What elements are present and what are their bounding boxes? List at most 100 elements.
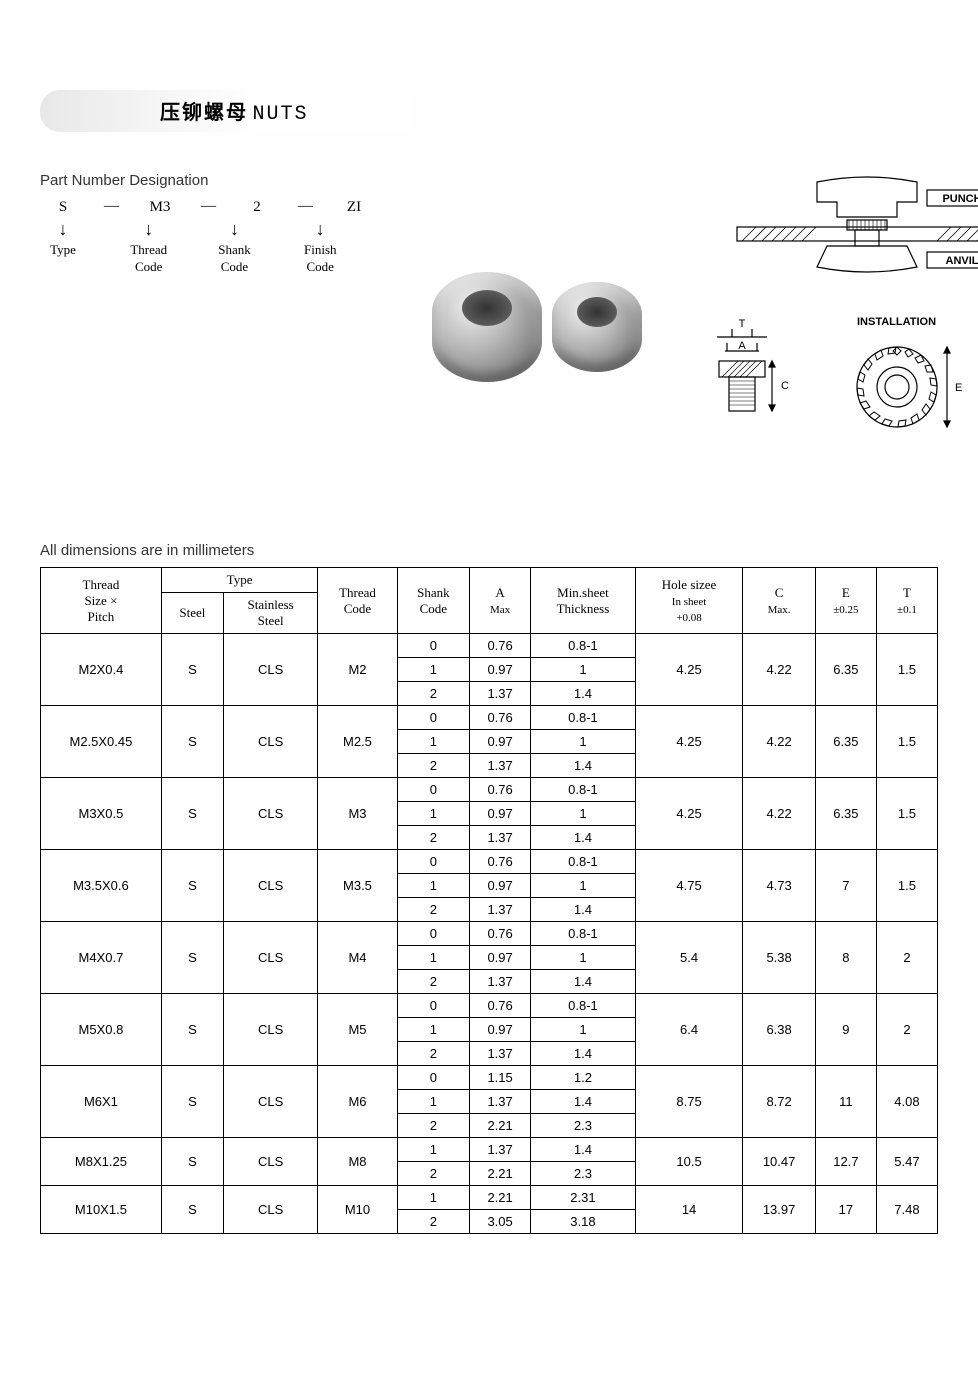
arrow-down-icon: ↓: [126, 220, 172, 238]
cell-shank: 1: [397, 730, 469, 754]
cell-a: 0.97: [470, 1018, 531, 1042]
cell-steel: S: [161, 922, 223, 994]
cell-minsheet: 1: [531, 1018, 636, 1042]
cell-steel: S: [161, 1186, 223, 1234]
cell-tcode: M5: [318, 994, 397, 1066]
cell-shank: 2: [397, 1114, 469, 1138]
pn-value: ZI: [331, 199, 377, 216]
cell-a: 0.76: [470, 706, 531, 730]
cell-minsheet: 1.4: [531, 1042, 636, 1066]
cell-shank: 1: [397, 1138, 469, 1162]
cell-a: 0.97: [470, 658, 531, 682]
cell-shank: 2: [397, 826, 469, 850]
cell-minsheet: 1.4: [531, 1138, 636, 1162]
cell-hole: 8.75: [635, 1066, 743, 1138]
cell-steel: S: [161, 1066, 223, 1138]
cell-e: 11: [815, 1066, 876, 1138]
cell-shank: 2: [397, 898, 469, 922]
cell-e: 12.7: [815, 1138, 876, 1186]
cell-steel: S: [161, 778, 223, 850]
cell-shank: 0: [397, 778, 469, 802]
cell-shank: 2: [397, 1210, 469, 1234]
cell-steel: S: [161, 850, 223, 922]
cell-steel: S: [161, 706, 223, 778]
pn-value: S: [40, 199, 86, 216]
cell-a: 1.37: [470, 1138, 531, 1162]
cell-shank: 0: [397, 994, 469, 1018]
cell-size: M3.5X0.6: [41, 850, 162, 922]
cell-e: 17: [815, 1186, 876, 1234]
cell-minsheet: 1: [531, 946, 636, 970]
cell-a: 1.37: [470, 1042, 531, 1066]
cell-hole: 4.25: [635, 634, 743, 706]
cell-minsheet: 1.2: [531, 1066, 636, 1090]
cell-minsheet: 1: [531, 802, 636, 826]
table-row: M2X0.4SCLSM200.760.8-14.254.226.351.5: [41, 634, 938, 658]
nut-render-large: [432, 272, 542, 382]
pn-dash: —: [201, 199, 216, 216]
cell-c: 4.22: [743, 706, 816, 778]
arrow-down-icon: ↓: [297, 220, 343, 238]
pn-label: Type: [40, 242, 86, 276]
arrow-down-icon: ↓: [212, 220, 258, 238]
cell-t: 7.48: [876, 1186, 937, 1234]
cell-shank: 0: [397, 634, 469, 658]
pn-dash: —: [298, 199, 313, 216]
cell-a: 1.37: [470, 970, 531, 994]
cell-minsheet: 0.8-1: [531, 922, 636, 946]
cell-a: 0.76: [470, 922, 531, 946]
cell-a: 0.97: [470, 730, 531, 754]
cell-c: 13.97: [743, 1186, 816, 1234]
cell-a: 1.37: [470, 682, 531, 706]
cell-minsheet: 0.8-1: [531, 778, 636, 802]
cell-minsheet: 1: [531, 730, 636, 754]
cell-shank: 2: [397, 1162, 469, 1186]
cell-tcode: M3.5: [318, 850, 397, 922]
title-en: NUTS: [252, 103, 308, 126]
cell-a: 1.37: [470, 898, 531, 922]
cell-minsheet: 1: [531, 874, 636, 898]
cell-minsheet: 1.4: [531, 682, 636, 706]
svg-text:C: C: [781, 380, 789, 392]
cell-size: M5X0.8: [41, 994, 162, 1066]
cell-t: 2: [876, 994, 937, 1066]
cell-size: M2X0.4: [41, 634, 162, 706]
cell-a: 0.97: [470, 874, 531, 898]
cell-tcode: M4: [318, 922, 397, 994]
cell-size: M8X1.25: [41, 1138, 162, 1186]
pn-values: S—M3—2—ZI: [40, 199, 377, 216]
upper-section: Part Number Designation S—M3—2—ZI ↓ ↓ ↓ …: [40, 172, 938, 482]
cell-shank: 2: [397, 970, 469, 994]
cell-size: M6X1: [41, 1066, 162, 1138]
cell-shank: 1: [397, 658, 469, 682]
svg-text:E: E: [955, 382, 962, 394]
cell-shank: 2: [397, 754, 469, 778]
cell-shank: 2: [397, 682, 469, 706]
cell-size: M3X0.5: [41, 778, 162, 850]
cell-hole: 10.5: [635, 1138, 743, 1186]
cell-minsheet: 2.31: [531, 1186, 636, 1210]
units-note: All dimensions are in millimeters: [40, 542, 938, 559]
cell-minsheet: 0.8-1: [531, 850, 636, 874]
cell-e: 8: [815, 922, 876, 994]
cell-ss: CLS: [223, 1066, 317, 1138]
pn-labels: Type ThreadCode ShankCode FinishCode: [40, 242, 377, 276]
cell-ss: CLS: [223, 778, 317, 850]
cell-minsheet: 2.3: [531, 1162, 636, 1186]
pn-label: ThreadCode: [126, 242, 172, 276]
svg-text:INSTALLATION: INSTALLATION: [857, 316, 936, 328]
cell-hole: 4.75: [635, 850, 743, 922]
pn-value: M3: [137, 199, 183, 216]
cell-ss: CLS: [223, 1186, 317, 1234]
cell-shank: 2: [397, 1042, 469, 1066]
part-number-block: Part Number Designation S—M3—2—ZI ↓ ↓ ↓ …: [40, 172, 377, 482]
cell-c: 4.73: [743, 850, 816, 922]
arrow-down-icon: ↓: [40, 220, 86, 238]
cell-shank: 1: [397, 802, 469, 826]
cell-ss: CLS: [223, 994, 317, 1066]
cell-size: M2.5X0.45: [41, 706, 162, 778]
cell-t: 2: [876, 922, 937, 994]
cell-steel: S: [161, 634, 223, 706]
cell-ss: CLS: [223, 634, 317, 706]
cell-steel: S: [161, 994, 223, 1066]
